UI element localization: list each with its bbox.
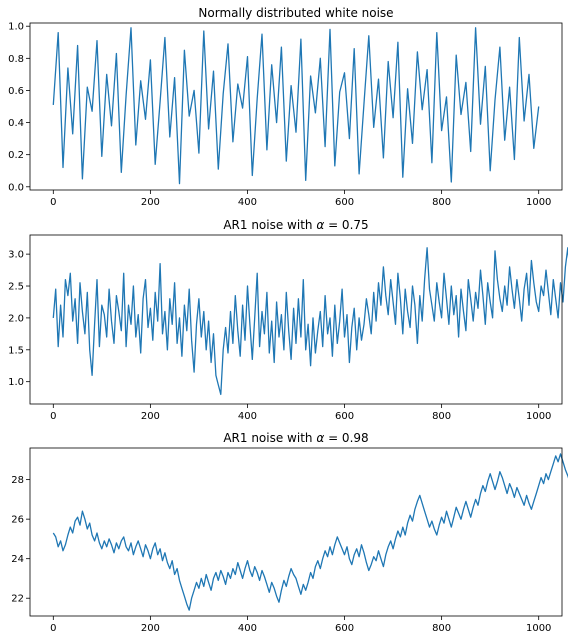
title-alpha: α — [316, 218, 324, 232]
chart-title: Normally distributed white noise — [198, 6, 393, 20]
y-tick-label: 0.6 — [8, 86, 24, 97]
y-tick-label: 3.0 — [8, 250, 24, 261]
x-tick-label: 400 — [238, 411, 257, 422]
y-tick-label: 1.5 — [8, 345, 24, 356]
chart-panel-ar1-098: AR1 noise with α = 0.98 0 200 400 600 800 100… — [11, 431, 568, 634]
x-tick-label: 800 — [432, 411, 451, 422]
y-tick-label: 28 — [11, 475, 24, 486]
x-tick-label: 0 — [50, 623, 56, 634]
axes: 0 200 400 600 800 1000 0.0 0.2 0.4 0.6 0.8 1.0 — [8, 22, 563, 208]
x-tick-label: 1000 — [526, 411, 551, 422]
x-tick-label: 0 — [50, 197, 56, 208]
title-suffix: = 0.75 — [324, 218, 368, 232]
title-prefix: AR1 noise with — [223, 431, 316, 445]
series-line — [52, 247, 568, 396]
x-tick-label: 600 — [335, 623, 354, 634]
y-tick-label: 0.4 — [8, 118, 24, 129]
axes: 0 200 400 600 800 1000 22 24 26 28 — [11, 447, 568, 634]
y-tick-label: 2.5 — [8, 282, 24, 293]
title-prefix: AR1 noise with — [223, 218, 316, 232]
x-tick-label: 800 — [432, 197, 451, 208]
x-tick-label: 1000 — [526, 197, 551, 208]
x-tick-label: 400 — [238, 197, 257, 208]
y-tick-label: 0.2 — [8, 150, 24, 161]
y-tick-label: 0.8 — [8, 54, 24, 65]
x-tick-label: 400 — [238, 623, 257, 634]
y-tick-label: 2.0 — [8, 313, 24, 324]
y-tick-label: 26 — [11, 515, 24, 526]
y-tick-label: 0.0 — [8, 182, 24, 193]
axes: 0 200 400 600 800 1000 1.0 1.5 2.0 2.5 3.0 — [8, 234, 568, 422]
x-tick-label: 600 — [335, 411, 354, 422]
chart-panel-white-noise: Normally distributed white noise 0 200 400… — [8, 6, 563, 208]
x-tick-label: 1000 — [526, 623, 551, 634]
y-tick-label: 22 — [11, 594, 24, 605]
x-tick-label: 0 — [50, 411, 56, 422]
series-line — [52, 453, 568, 611]
chart-title: AR1 noise with α = 0.98 — [223, 431, 368, 445]
x-tick-label: 800 — [432, 623, 451, 634]
title-suffix: = 0.98 — [324, 431, 368, 445]
y-tick-label: 24 — [11, 554, 24, 565]
x-tick-label: 200 — [141, 411, 160, 422]
x-tick-label: 200 — [141, 623, 160, 634]
chart-panel-ar1-075: AR1 noise with α = 0.75 0 200 400 600 800 100… — [8, 218, 568, 422]
axes-frame — [29, 234, 563, 405]
y-tick-label: 1.0 — [8, 377, 24, 388]
chart-title: AR1 noise with α = 0.75 — [223, 218, 368, 232]
series-line — [52, 27, 540, 185]
x-tick-label: 600 — [335, 197, 354, 208]
y-tick-label: 1.0 — [8, 22, 24, 33]
axes-frame — [29, 447, 563, 617]
title-alpha: α — [316, 431, 324, 445]
axes-frame — [29, 22, 563, 191]
x-tick-label: 200 — [141, 197, 160, 208]
